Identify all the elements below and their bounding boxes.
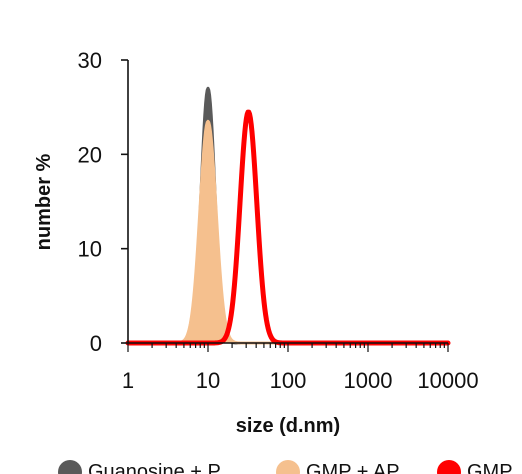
x-tick-label: 10000: [417, 368, 478, 393]
y-tick-label: 30: [78, 48, 102, 73]
x-tick-label: 100: [270, 368, 307, 393]
x-tick-label: 1000: [344, 368, 393, 393]
y-tick-label: 20: [78, 142, 102, 167]
legend-marker-guanosine-p: [58, 460, 82, 474]
x-tick-label: 1: [122, 368, 134, 393]
y-tick-label: 10: [78, 237, 102, 262]
legend: Guanosine + P GMP + AP GMP: [58, 460, 513, 474]
legend-label-guanosine-p: Guanosine + P: [88, 461, 221, 474]
legend-marker-gmp-ap: [276, 460, 300, 474]
x-tick-label: 10: [196, 368, 220, 393]
series-area-gmp-ap: [128, 121, 448, 343]
y-axis-title: number %: [33, 153, 55, 250]
series-line-gmp: [125, 109, 451, 346]
series-line-gmp-ap: [126, 119, 450, 345]
legend-label-gmp: GMP: [467, 461, 513, 474]
axes: 0 10 20 30 1 10 100 1000 10000: [78, 48, 479, 393]
series-line-guanosine-p: [126, 86, 450, 345]
plot-area: [125, 86, 451, 346]
legend-label-gmp-ap: GMP + AP: [306, 461, 400, 474]
series-area-guanosine-p: [128, 88, 448, 343]
x-axis-title: size (d.nm): [236, 415, 340, 437]
legend-marker-gmp: [437, 460, 461, 474]
y-tick-label: 0: [90, 331, 102, 356]
